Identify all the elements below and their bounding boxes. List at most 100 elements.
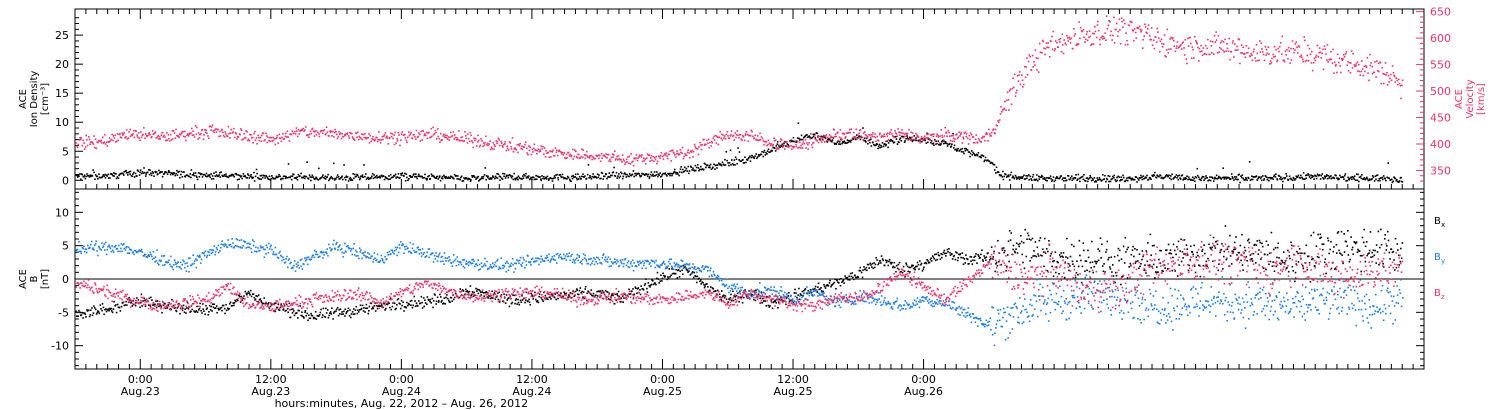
density-point (646, 173, 648, 176)
density-point (482, 177, 484, 180)
density-point (593, 175, 596, 178)
bx-point (1082, 242, 1085, 244)
density-point (596, 173, 599, 175)
velocity-point (1189, 36, 1191, 39)
bx-point (376, 307, 379, 310)
density-point (665, 173, 668, 176)
bx-point (88, 315, 91, 318)
velocity-point (708, 146, 710, 149)
velocity-point (1273, 56, 1275, 58)
density-point (408, 177, 410, 180)
bx-point (1081, 265, 1084, 268)
velocity-point (341, 132, 343, 135)
density-point (170, 172, 173, 174)
density-point (1080, 176, 1083, 178)
density-point (195, 175, 198, 178)
velocity-point (141, 134, 144, 137)
density-point (554, 176, 557, 179)
bx-point (335, 308, 338, 311)
density-point (1110, 178, 1113, 181)
velocity-point (838, 136, 841, 139)
velocity-point (1382, 72, 1384, 75)
density-point (1312, 175, 1315, 178)
density-point (557, 177, 559, 179)
density-point (780, 145, 783, 147)
bx-point (946, 248, 949, 251)
bx-point (143, 297, 145, 300)
velocity-point (308, 133, 311, 136)
velocity-point (1024, 65, 1026, 68)
density-point (984, 159, 986, 162)
velocity-point (229, 137, 231, 139)
density-point (358, 178, 361, 181)
density-point (634, 172, 636, 175)
density-point (962, 151, 964, 153)
velocity-point (624, 161, 627, 164)
density-point (869, 141, 871, 144)
velocity-point (1213, 34, 1216, 37)
bx-point (773, 300, 775, 303)
bx-point (372, 307, 375, 310)
density-point (312, 176, 315, 178)
velocity-point (556, 154, 559, 157)
velocity-point (597, 154, 600, 156)
density-point (1179, 177, 1181, 179)
velocity-point (495, 140, 498, 142)
density-point (1069, 178, 1071, 181)
velocity-point (195, 133, 198, 136)
bx-point (688, 270, 690, 272)
bx-point (669, 276, 671, 278)
bx-point (131, 305, 134, 307)
density-point (237, 174, 240, 176)
density-point (1077, 173, 1080, 176)
density-point (854, 138, 857, 141)
velocity-point (852, 131, 855, 134)
velocity-point (694, 145, 697, 148)
velocity-point (540, 145, 543, 147)
density-point (147, 168, 150, 171)
bx-point (1067, 262, 1070, 265)
density-point (605, 173, 608, 176)
velocity-point (805, 147, 807, 149)
velocity-point (940, 129, 943, 131)
density-point (924, 139, 927, 142)
bx-point (646, 291, 649, 293)
density-point (222, 175, 225, 177)
velocity-point (455, 138, 458, 141)
bx-point (519, 299, 522, 302)
bx-point (845, 276, 848, 279)
bx-point (528, 298, 530, 301)
bx-point (341, 311, 343, 313)
density-point (364, 173, 367, 175)
velocity-point (296, 135, 299, 138)
velocity-point (1119, 42, 1122, 45)
velocity-point (197, 138, 199, 140)
density-point (613, 166, 615, 169)
velocity-point (1179, 45, 1181, 47)
velocity-point (1314, 59, 1317, 62)
velocity-point (257, 137, 260, 139)
velocity-point (882, 135, 885, 138)
velocity-point (552, 154, 555, 157)
bx-point (849, 272, 852, 275)
bx-point (656, 277, 658, 280)
density-point (974, 154, 977, 157)
density-point (1023, 178, 1026, 180)
density-point (1112, 175, 1114, 178)
density-point (192, 173, 195, 176)
velocity-point (652, 155, 654, 158)
velocity-point (373, 140, 376, 142)
bx-point (172, 304, 175, 307)
velocity-point (951, 140, 954, 143)
bx-point (379, 305, 381, 307)
bx-point (534, 291, 536, 294)
velocity-point (282, 132, 284, 135)
bx-point (1015, 242, 1018, 245)
velocity-point (624, 163, 626, 166)
density-point (980, 154, 983, 157)
velocity-point (996, 124, 998, 127)
velocity-point (1242, 46, 1245, 49)
bx-point (506, 299, 509, 301)
density-point (592, 173, 594, 175)
density-point (1191, 176, 1194, 179)
